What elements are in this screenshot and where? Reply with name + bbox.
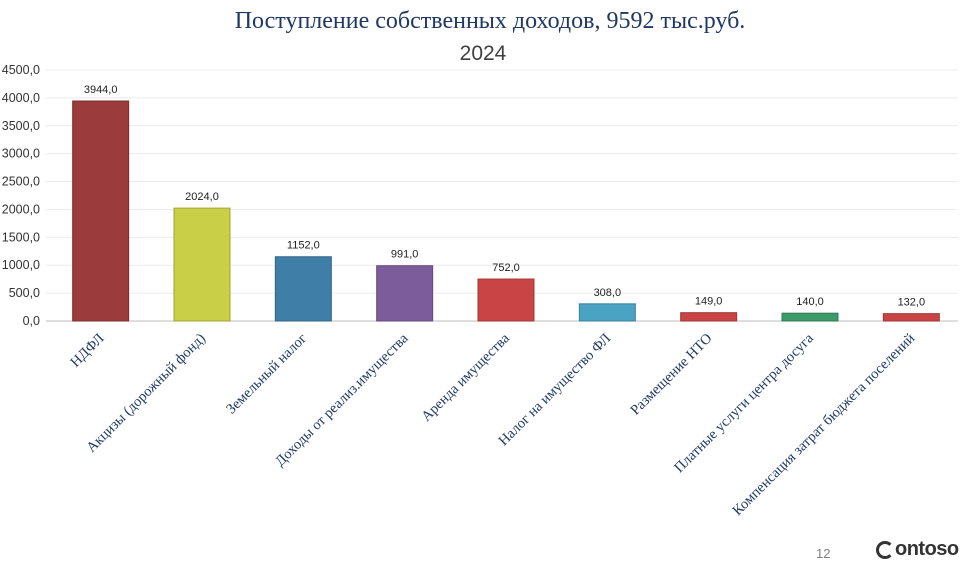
x-tick-label: Размещение НТО [628, 331, 716, 419]
bar [477, 278, 535, 322]
x-tick-label: Акцизы (дорожный фонд) [83, 330, 208, 455]
bars [72, 100, 940, 322]
y-tick-label: 3500,0 [2, 119, 40, 133]
y-tick-label: 2000,0 [2, 202, 40, 216]
contoso-logo: ontoso [876, 538, 959, 561]
logo-c-icon [876, 541, 894, 559]
bar-value-label: 3944,0 [84, 84, 118, 96]
bar [680, 312, 738, 322]
bar-value-label: 149,0 [695, 296, 723, 308]
bar [274, 256, 332, 322]
logo-text: ontoso [895, 538, 959, 560]
bar [781, 312, 839, 322]
bar-value-label: 1152,0 [287, 240, 320, 252]
bar [376, 265, 434, 322]
bar [578, 303, 636, 322]
y-tick-label: 2500,0 [2, 175, 40, 189]
bar [882, 313, 940, 322]
y-tick-label: 500,0 [9, 286, 40, 300]
y-axis: 0,0 500,0 1000,0 1500,0 2000,0 2500,0 3000,0 35… [2, 63, 40, 328]
y-tick-label: 1000,0 [2, 258, 40, 272]
x-tick-label: Налог на имущество ФЛ [496, 330, 615, 449]
y-tick-label: 1500,0 [2, 230, 40, 244]
x-tick-label: Аренда имущества [419, 330, 514, 425]
value-labels: 3944,0 2024,0 1152,0 991,0 752,0 308,0 149,0 14… [84, 84, 925, 309]
chart-title: Поступление собственных доходов, 9592 ты… [234, 8, 746, 34]
x-tick-label: Компенсация затрат бюджета поселений [730, 330, 919, 519]
bar-value-label: 308,0 [594, 287, 622, 299]
x-tick-label: НДФЛ [67, 330, 107, 370]
bar-value-label: 2024,0 [185, 191, 219, 203]
y-tick-label: 0,0 [23, 314, 40, 328]
page-number: 12 [816, 546, 831, 561]
bar [173, 207, 231, 322]
bar-value-label: 752,0 [492, 262, 520, 274]
bar-chart: 0,0 500,0 1000,0 1500,0 2000,0 2500,0 3000,0 35… [2, 63, 958, 519]
bar-value-label: 140,0 [796, 296, 824, 308]
y-tick-label: 3000,0 [2, 147, 40, 161]
x-tick-label: Земельный налог [223, 330, 310, 417]
y-tick-label: 4500,0 [2, 63, 40, 77]
y-tick-label: 4000,0 [2, 91, 40, 105]
bar [72, 100, 130, 322]
bar-value-label: 132,0 [898, 297, 926, 309]
chart-subtitle: 2024 [459, 42, 507, 65]
bar-value-label: 991,0 [391, 249, 419, 261]
